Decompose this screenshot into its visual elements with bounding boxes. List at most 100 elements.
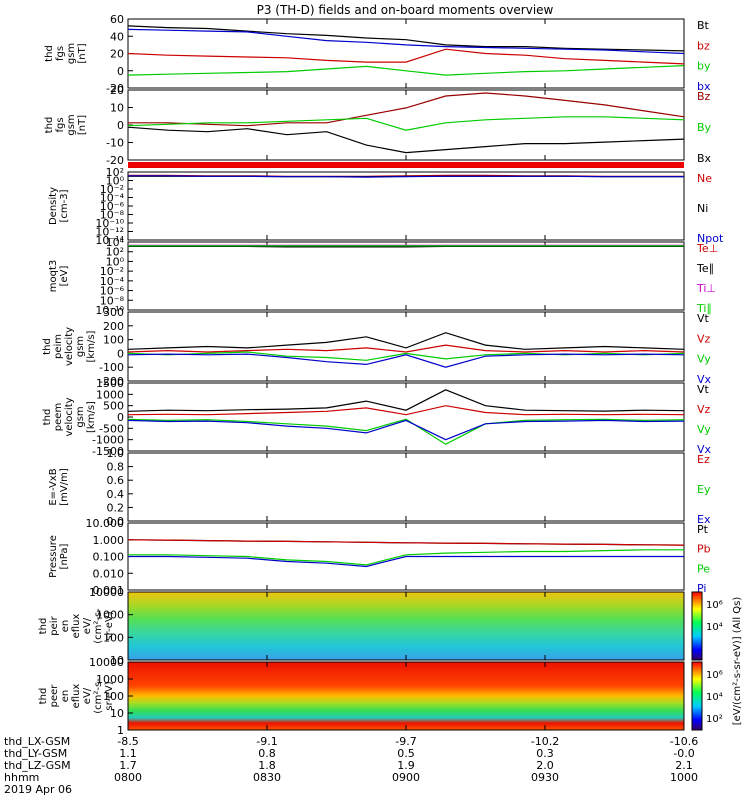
y-tick-label: -20 [106,82,124,95]
legend-entry: Ti∥ [696,302,712,315]
y-tick-label: 1 [117,724,124,737]
y-axis-label: thd [38,618,49,635]
x-date-label: 2019 Apr 06 [4,783,72,796]
colorbar-tick: 10⁴ [706,692,723,703]
y-tick-label: 0.2 [107,501,125,514]
y-tick-label: 10 [110,102,124,115]
y-axis-label: sr-eV) [104,681,115,710]
y-tick-label: 10000 [89,656,124,669]
y-axis-label: en [60,620,71,633]
y-tick-label: -1000 [92,434,124,447]
y-axis-label: eV/ [82,687,93,704]
legend-entry: Pe [697,562,710,575]
legend-entry: Ey [697,483,711,496]
y-tick-label: 10⁻¹⁰ [95,304,124,317]
y-tick-label: 10⁻⁴ [100,275,125,288]
peer_spec-panel: 10000 1000 100 10 1 thd peer en eflux eV/(cm²-s-s… [38,656,723,737]
legend-entry: Bt [697,19,710,32]
legend-entry: Pi [697,582,706,595]
x-row-label: thd_LY-GSM [4,747,67,760]
y-axis-label: velocity [64,397,75,436]
legend-entry: Vz [697,403,711,416]
x-label-lx: -8.5 [117,735,138,748]
legend-entry: Vz [697,332,711,345]
y-tick-label: 10⁻² [100,265,124,278]
density-frame [127,171,685,241]
y-tick-label: 40 [110,30,124,43]
y-axis-label: eflux [71,614,82,639]
fgs_zoom-series-1 [127,116,685,131]
x-label-lx: -10.6 [670,735,698,748]
peim_velocity-series-0 [127,332,685,350]
x-label-ly: 1.1 [119,747,137,760]
y-tick-label: 10.000 [86,517,125,530]
y-tick-label: 10⁻⁸ [100,294,125,307]
y-axis-label: [km/s] [86,401,97,433]
peem_velocity-series-0 [127,389,685,412]
x-label-ly: -0.0 [673,747,694,760]
legend-entry: Bx [697,152,712,165]
y-tick-label: -1500 [92,445,124,458]
legend-entry: Pt [697,523,709,536]
fgs_mag-panel: 60 40 20 0 -20 thd fgs gsm [nT] Bt bz by bx [44,13,711,95]
y-tick-label: 10000 [89,586,124,599]
peir_spec-panel: 10000 1000 100 10 thd peir en eflux eV/(cm²-s-sr… [38,586,723,667]
x-label-time: 0830 [253,771,281,784]
y-tick-label: 10⁻¹² [95,226,124,239]
peim_velocity-series-3 [127,353,685,368]
y-tick-label: 1500 [96,377,124,390]
peim_velocity-series-2 [127,351,685,361]
y-tick-label: 1.000 [93,534,125,547]
y-tick-label: 0 [117,119,124,132]
peer_spec-heatmap [128,662,684,730]
y-axis-label: (cm²-s- [93,608,104,644]
y-tick-label: 10⁰ [106,175,125,188]
y-tick-label: 100 [103,334,124,347]
y-axis-label: peer [49,684,60,708]
x-label-lz: 1.8 [258,759,276,772]
y-axis-label: thd [42,338,53,355]
x-label-lz: 1.7 [119,759,137,772]
y-tick-label: 10² [106,166,124,179]
y-tick-label: 0.0 [107,515,125,528]
y-tick-label: 10⁻¹⁴ [95,234,124,247]
y-axis-label: [nT] [77,115,88,135]
legend-entry: Pb [697,543,711,556]
y-tick-label: 100 [103,631,124,644]
peim_velocity-series-1 [127,344,685,353]
y-axis-label: gsm [75,336,86,357]
y-axis-label: moqt3 [48,260,59,293]
y-tick-label: 300 [103,306,124,319]
colorbar-label: [eV/(cm²-s-sr-eV)] (All Qs) [732,597,743,726]
legend-entry: Vx [697,373,712,386]
y-axis-label: peim [53,334,64,359]
fgs_mag-series-1 [127,48,685,65]
y-tick-label: 0.100 [93,551,125,564]
y-tick-label: -500 [99,422,124,435]
y-axis-label: (cm²-s- [93,678,104,714]
y-tick-label: 0.001 [93,584,125,597]
fgs_mag-series-3 [127,28,685,55]
y-axis-label: thd [44,45,55,62]
pressure-series-2 [128,549,684,566]
y-axis-label: gsm [66,114,77,135]
x-row-label: thd_LZ-GSM [4,759,71,772]
y-axis-label: [cm-3] [59,189,70,222]
density-series-2 [128,175,684,178]
legend-entry: Ez [697,453,710,466]
y-tick-label: -100 [99,361,124,374]
y-tick-label: 0.6 [107,474,125,487]
y-tick-label: 10⁻⁶ [100,285,125,298]
fgs_zoom-panel: 20 10 0 -10 -20 thd fgs gsm [nT] Bz By Bx [44,84,712,167]
y-axis-label: velocity [64,327,75,366]
x-label-lx: -10.2 [531,735,559,748]
y-tick-label: 500 [103,400,124,413]
y-tick-label: 0.4 [107,488,125,501]
x-row-label: hhmm [4,771,39,784]
y-tick-label: 20 [110,84,124,97]
efield-panel: 1.00.80.60.40.20.0 E=-VxB [mV/m] Ez Ey Ex [48,447,711,528]
y-tick-label: 100 [103,690,124,703]
